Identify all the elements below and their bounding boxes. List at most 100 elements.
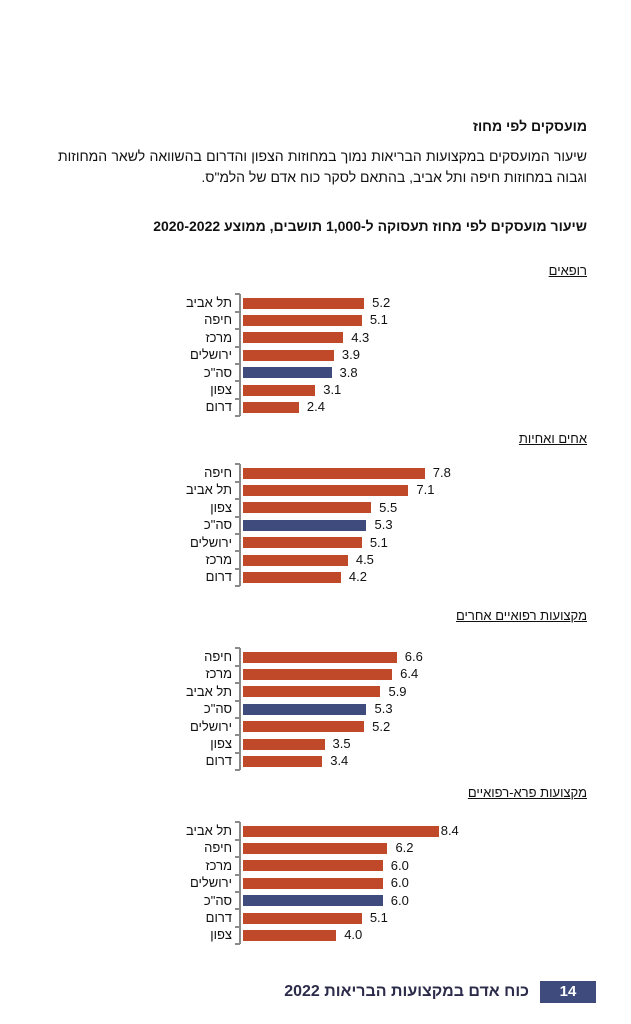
bar: [243, 686, 381, 698]
bar: [243, 860, 383, 872]
data-label: 8.4: [440, 823, 459, 838]
category-label: חיפה: [204, 840, 232, 856]
data-label: 4.3: [351, 329, 370, 345]
category-label: תל אביב: [185, 482, 232, 498]
axis-tick: [235, 567, 240, 570]
category-label: מרכז: [205, 857, 232, 873]
bar: [243, 484, 409, 496]
axis-tick: [235, 480, 240, 483]
data-label: 5.3: [374, 517, 393, 533]
bar: [243, 721, 365, 733]
data-label: 6.2: [395, 840, 414, 856]
data-label: 5.5: [379, 499, 398, 515]
data-label: 5.2: [372, 718, 391, 734]
category-label: צפון: [210, 927, 232, 943]
page-number: 14: [540, 981, 596, 1003]
data-label: 3.5: [332, 736, 351, 751]
data-label: 3.8: [339, 364, 358, 380]
category-axis: [239, 822, 241, 945]
bar: [243, 537, 362, 549]
category-label: דרום: [205, 569, 232, 585]
axis-tick: [235, 328, 240, 331]
subchart-title: מקצועות רפואיים אחרים: [455, 608, 587, 623]
bar: [243, 929, 337, 941]
category-label: סה"כ: [203, 364, 232, 380]
chart-title: שיעור מועסקים לפי מחוז תעסוקה ל-1,000 תו…: [153, 218, 587, 234]
bar: [243, 349, 334, 361]
data-label: 3.9: [341, 347, 360, 363]
category-label: צפון: [210, 736, 232, 751]
bar: [243, 314, 362, 326]
data-label: 5.1: [369, 312, 388, 328]
subchart-title: מקצועות פרא-רפואיים: [467, 785, 587, 800]
bar-total: [243, 703, 367, 715]
bar: [243, 554, 348, 566]
data-label: 5.1: [369, 910, 388, 925]
category-label: דרום: [205, 399, 232, 415]
category-label: צפון: [210, 499, 232, 515]
category-label: ירושלים: [189, 875, 232, 891]
axis-tick: [235, 751, 240, 754]
data-label: 2.4: [306, 399, 325, 415]
data-label: 7.1: [416, 482, 435, 498]
category-label: תל אביב: [185, 823, 232, 838]
data-label: 3.1: [323, 382, 342, 397]
axis-tick: [235, 873, 240, 876]
data-label: 7.8: [432, 465, 451, 480]
axis-tick: [235, 380, 240, 383]
axis-tick: [235, 293, 240, 296]
data-label: 6.4: [400, 666, 419, 682]
category-label: תל אביב: [185, 295, 232, 310]
axis-tick: [235, 498, 240, 501]
axis-tick: [235, 890, 240, 893]
axis-tick: [235, 856, 240, 859]
axis-tick: [235, 664, 240, 667]
bar: [243, 651, 397, 663]
category-axis: [239, 294, 241, 417]
bar: [243, 755, 323, 767]
category-label: חיפה: [204, 465, 232, 480]
data-label: 6.0: [390, 857, 409, 873]
category-label: חיפה: [204, 312, 232, 328]
bar: [243, 297, 365, 309]
category-label: מרכז: [205, 329, 232, 345]
category-label: דרום: [205, 910, 232, 925]
bar: [243, 502, 372, 514]
data-label: 4.5: [355, 552, 374, 567]
axis-tick: [235, 699, 240, 702]
data-label: 5.1: [369, 534, 388, 550]
axis-tick: [235, 345, 240, 348]
data-label: 6.0: [390, 892, 409, 908]
axis-tick: [235, 682, 240, 685]
axis-tick: [235, 463, 240, 466]
bar: [243, 401, 299, 413]
category-label: חיפה: [204, 649, 232, 664]
bar: [243, 877, 383, 889]
footer-title: כוח אדם במקצועות הבריאות 2022: [284, 983, 529, 1000]
category-label: דרום: [205, 753, 232, 769]
bar-total: [243, 367, 332, 379]
data-label: 3.4: [330, 753, 349, 769]
category-label: ירושלים: [189, 347, 232, 363]
axis-tick: [235, 908, 240, 911]
section-heading: מועסקים לפי מחוז: [472, 118, 587, 134]
bar-total: [243, 519, 367, 531]
bar-total: [243, 895, 383, 907]
category-label: סה"כ: [203, 517, 232, 533]
axis-tick: [235, 415, 240, 418]
category-axis: [239, 464, 241, 587]
axis-tick: [235, 310, 240, 313]
axis-tick: [235, 925, 240, 928]
data-label: 6.6: [404, 649, 423, 664]
axis-tick: [235, 585, 240, 588]
intro-paragraph: שיעור המועסקים במקצועות הבריאות נמוך במח…: [58, 148, 587, 185]
category-label: סה"כ: [203, 892, 232, 908]
data-label: 5.2: [372, 295, 391, 310]
category-label: מרכז: [205, 552, 232, 567]
axis-tick: [235, 943, 240, 946]
category-label: סה"כ: [203, 701, 232, 717]
bar: [243, 668, 393, 680]
category-label: ירושלים: [189, 718, 232, 734]
axis-tick: [235, 769, 240, 772]
axis-tick: [235, 515, 240, 518]
